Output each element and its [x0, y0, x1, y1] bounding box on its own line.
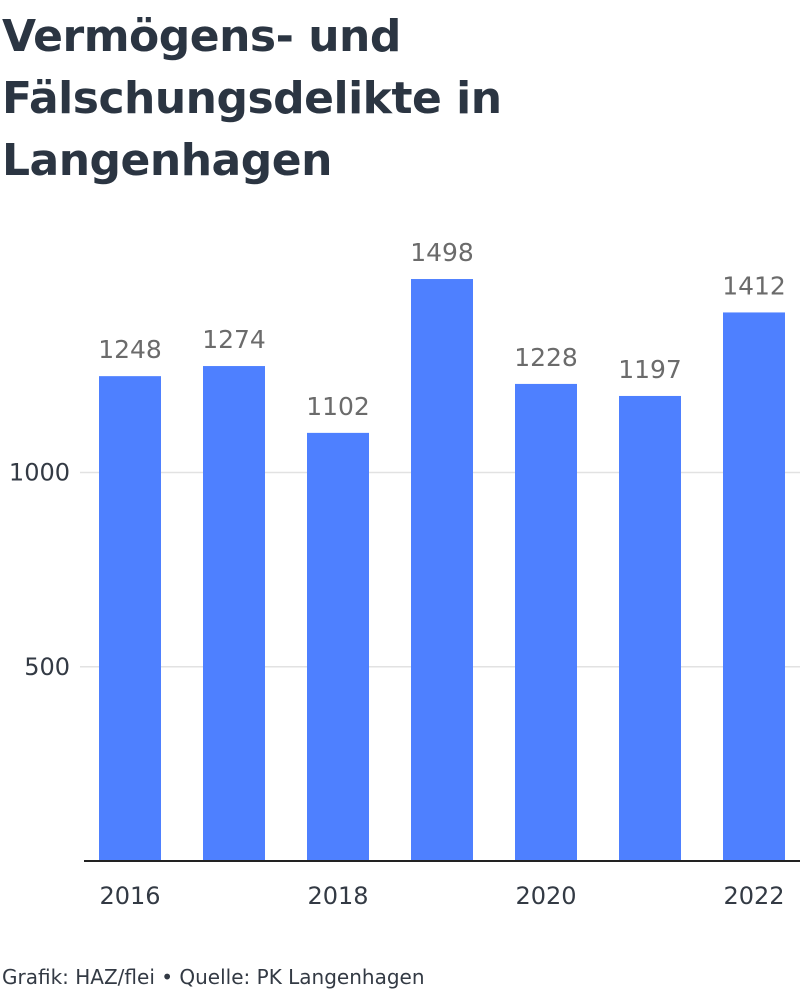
value-label-2019: 1498 — [410, 238, 474, 267]
bar-2016 — [99, 376, 161, 861]
axes: 500 1000 2016 2018 2020 2022 — [9, 459, 800, 910]
y-tick-label-1000: 1000 — [9, 459, 70, 487]
value-label-2018: 1102 — [306, 392, 370, 421]
footer-source: Quelle: PK Langenhagen — [179, 965, 425, 989]
bars — [99, 279, 785, 862]
footer-credit: Grafik: HAZ/flei — [2, 965, 155, 989]
value-label-2022: 1412 — [722, 271, 786, 300]
bar-2019 — [411, 279, 473, 862]
value-labels: 1248 1274 1102 1498 1228 1197 1412 — [98, 238, 786, 421]
bar-2017 — [203, 366, 265, 861]
x-tick-label-2016: 2016 — [99, 882, 160, 910]
chart-footer: Grafik: HAZ/flei • Quelle: PK Langenhage… — [2, 965, 425, 989]
bar-2020 — [515, 383, 577, 861]
footer-separator: • — [161, 965, 174, 989]
bar-2021 — [619, 395, 681, 861]
value-label-2017: 1274 — [202, 325, 266, 354]
chart-title: Vermögens- und Fälschungsdelikte in Lang… — [2, 11, 502, 186]
bar-2022 — [723, 312, 785, 861]
value-label-2021: 1197 — [618, 355, 682, 384]
bar-2018 — [307, 432, 369, 861]
x-tick-label-2018: 2018 — [307, 882, 368, 910]
value-label-2016: 1248 — [98, 335, 162, 364]
y-tick-label-500: 500 — [24, 653, 70, 681]
value-label-2020: 1228 — [514, 343, 578, 372]
x-tick-label-2022: 2022 — [723, 882, 784, 910]
x-tick-label-2020: 2020 — [515, 882, 576, 910]
